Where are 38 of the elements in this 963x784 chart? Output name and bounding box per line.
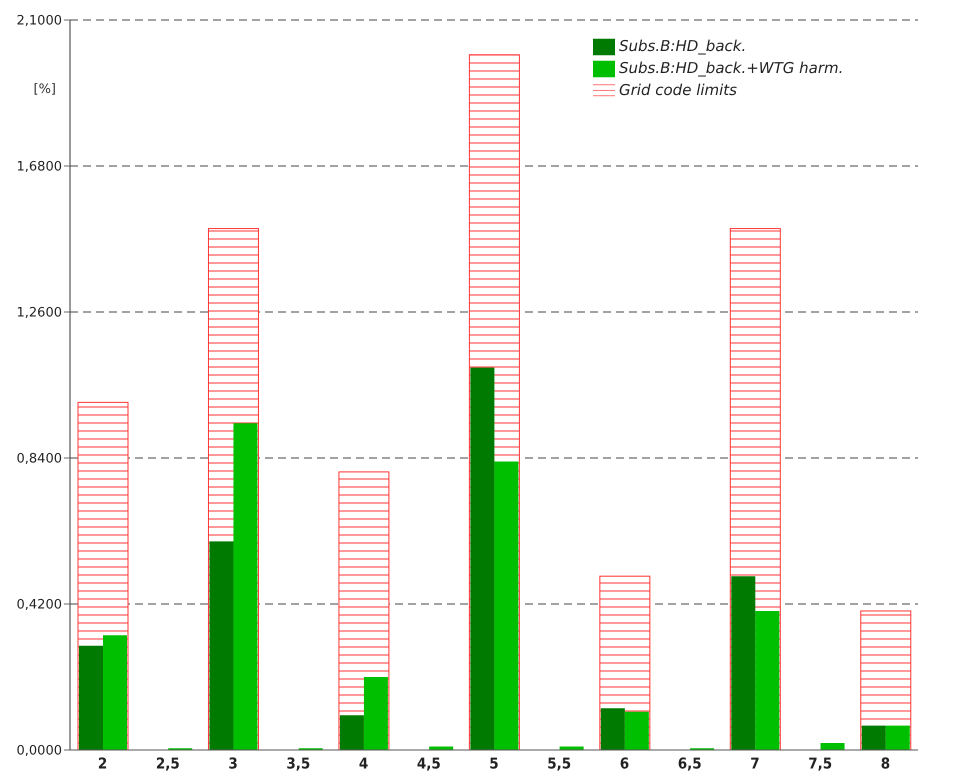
x-tick-label: 5,5 [547,754,572,773]
x-tick-label: 6,5 [678,754,702,773]
x-tick-label: 7 [750,754,760,773]
bar [862,726,886,750]
legend-label: Subs.B:HD_back. [619,37,746,56]
x-tick-label: 2,5 [156,754,180,773]
bar [340,715,364,750]
x-tick-label: 8 [880,754,890,773]
y-axis-title: [%] [34,82,56,97]
x-tick-label: 3 [228,754,238,773]
y-tick-label: 1,2600 [16,306,62,321]
y-tick-label: 2,1000 [16,14,62,29]
bar [209,541,234,750]
x-tick-label: 5 [489,754,499,773]
bar [820,743,845,750]
bar [886,726,910,750]
bar [731,576,756,750]
bar [364,677,388,750]
bar [233,423,258,750]
x-tick-label: 6 [620,754,630,773]
bar [624,712,649,750]
y-tick-label: 0,4200 [16,598,62,613]
bar [79,646,103,750]
bar [103,635,127,750]
bar [494,461,518,750]
legend-label: Subs.B:HD_back.+WTG harm. [619,59,844,78]
x-tick-label: 2 [98,754,108,773]
y-tick-label: 0,0000 [16,744,62,759]
x-tick-label: 7,5 [808,754,832,773]
x-tick-label: 4,5 [416,754,441,773]
bar [755,610,780,750]
legend-label: Grid code limits [619,81,738,100]
bar [600,708,625,750]
x-tick-label: 4 [358,754,368,773]
x-tick-label: 3,5 [286,754,310,773]
y-tick-label: 0,8400 [16,452,62,467]
y-tick-label: 1,6800 [16,160,62,175]
bar [470,368,494,750]
